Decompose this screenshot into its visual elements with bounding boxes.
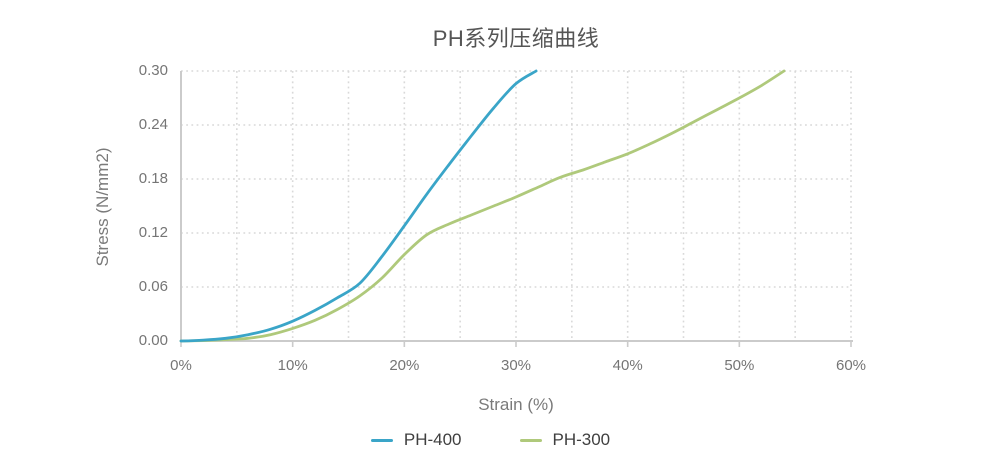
legend-item-ph-300[interactable]: PH-300 (519, 430, 611, 450)
legend-swatch-ph-400 (370, 438, 393, 442)
series-line-ph-400 (179, 69, 538, 343)
y-tick-label: 0.30 (138, 62, 168, 79)
legend-label: PH-300 (552, 430, 611, 449)
x-tick-label: 50% (724, 357, 755, 374)
x-axis-label: Strain (%) (478, 395, 554, 414)
x-tick-label: 30% (500, 357, 532, 374)
y-tick-label: 0.00 (138, 332, 168, 349)
y-tick-label: 0.06 (138, 278, 168, 295)
y-tick-label: 0.18 (138, 170, 168, 187)
x-tick-label: 60% (835, 357, 867, 374)
chart-legend: PH-400 PH-300 (0, 430, 981, 450)
x-tick-label: 40% (612, 357, 643, 374)
x-tick-label: 10% (277, 357, 308, 374)
axis-line (180, 71, 853, 342)
y-tick-label: 0.24 (138, 116, 168, 133)
legend-swatch-ph-300 (519, 438, 542, 442)
legend-item-ph-400[interactable]: PH-400 (370, 430, 462, 450)
legend-label: PH-400 (403, 430, 462, 449)
x-tick-label: 0% (170, 357, 192, 374)
y-tick-label: 0.12 (138, 224, 168, 241)
chart-title: PH系列压缩曲线 (432, 26, 600, 51)
x-tick-label: 20% (389, 357, 420, 374)
series-line-ph-300 (179, 69, 786, 343)
